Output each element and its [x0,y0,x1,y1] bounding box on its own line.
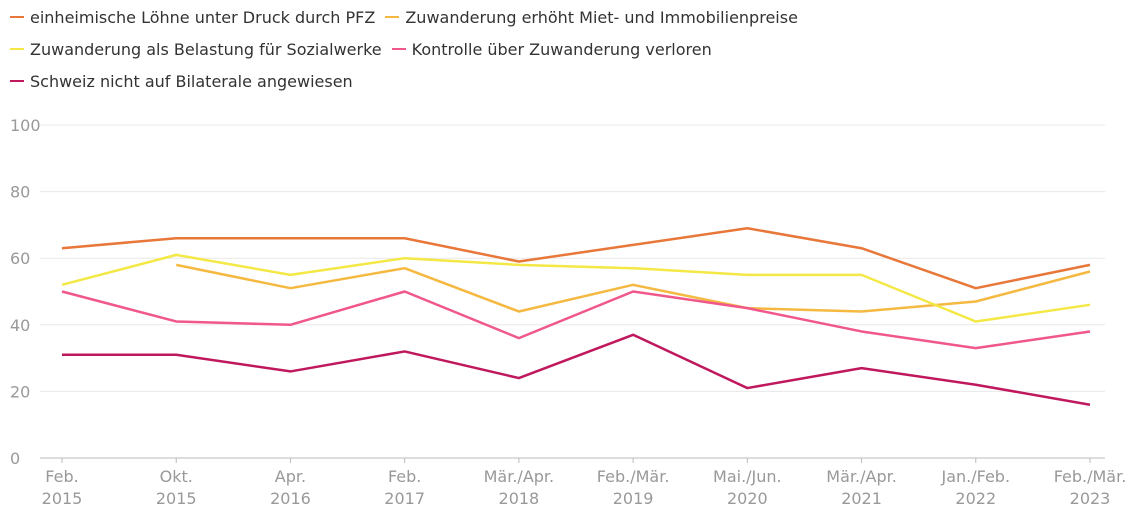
legend-swatch [391,48,406,50]
legend-entry: Kontrolle über Zuwanderung verloren [391,36,712,62]
x-tick-label: Feb. 2017 [384,467,425,506]
y-tick-label: 0 [10,449,20,468]
series-line [61,290,1091,350]
legend-swatch [10,80,24,82]
x-tick-label: Feb./Mär. 2023 [1054,467,1127,506]
series-line [61,226,1091,290]
legend-label: Schweiz nicht auf Bilaterale angewiesen [30,71,353,91]
x-tick-label: Okt. 2015 [156,467,197,506]
legend-swatch [10,16,24,18]
x-tick-label: Feb. 2015 [42,467,83,506]
legend-entry: Zuwanderung erhöht Miet- und Immobilienp… [385,4,798,30]
x-tick-label: Mär./Apr. 2021 [826,467,897,506]
legend-label: Zuwanderung als Belastung für Sozialwerk… [30,39,382,59]
legend-swatch [10,48,24,50]
legend-label: einheimische Löhne unter Druck durch PFZ [30,7,376,27]
x-tick-label: Mai./Jun. 2020 [713,467,782,506]
y-tick-label: 20 [10,382,30,401]
x-tick-label: Feb./Mär. 2019 [597,467,670,506]
legend-label: Kontrolle über Zuwanderung verloren [411,39,712,59]
legend-entry: Zuwanderung als Belastung für Sozialwerk… [10,36,382,62]
x-tick-label: Jan./Feb. 2022 [940,467,1010,506]
legend-label: Zuwanderung erhöht Miet- und Immobilienp… [405,7,798,27]
legend-swatch [385,16,400,18]
y-tick-label: 60 [10,249,30,268]
series-line [61,253,1091,323]
y-tick-label: 100 [10,116,41,135]
legend-entry: einheimische Löhne unter Druck durch PFZ [10,4,375,30]
legend-entry: Schweiz nicht auf Bilaterale angewiesen [10,68,353,94]
legend: einheimische Löhne unter Druck durch PFZ… [10,4,890,94]
x-tick-label: Mär./Apr. 2018 [484,467,555,506]
y-tick-label: 40 [10,316,30,335]
y-tick-label: 80 [10,183,30,202]
x-tick-label: Apr. 2016 [270,467,311,506]
series-line [62,333,1091,406]
